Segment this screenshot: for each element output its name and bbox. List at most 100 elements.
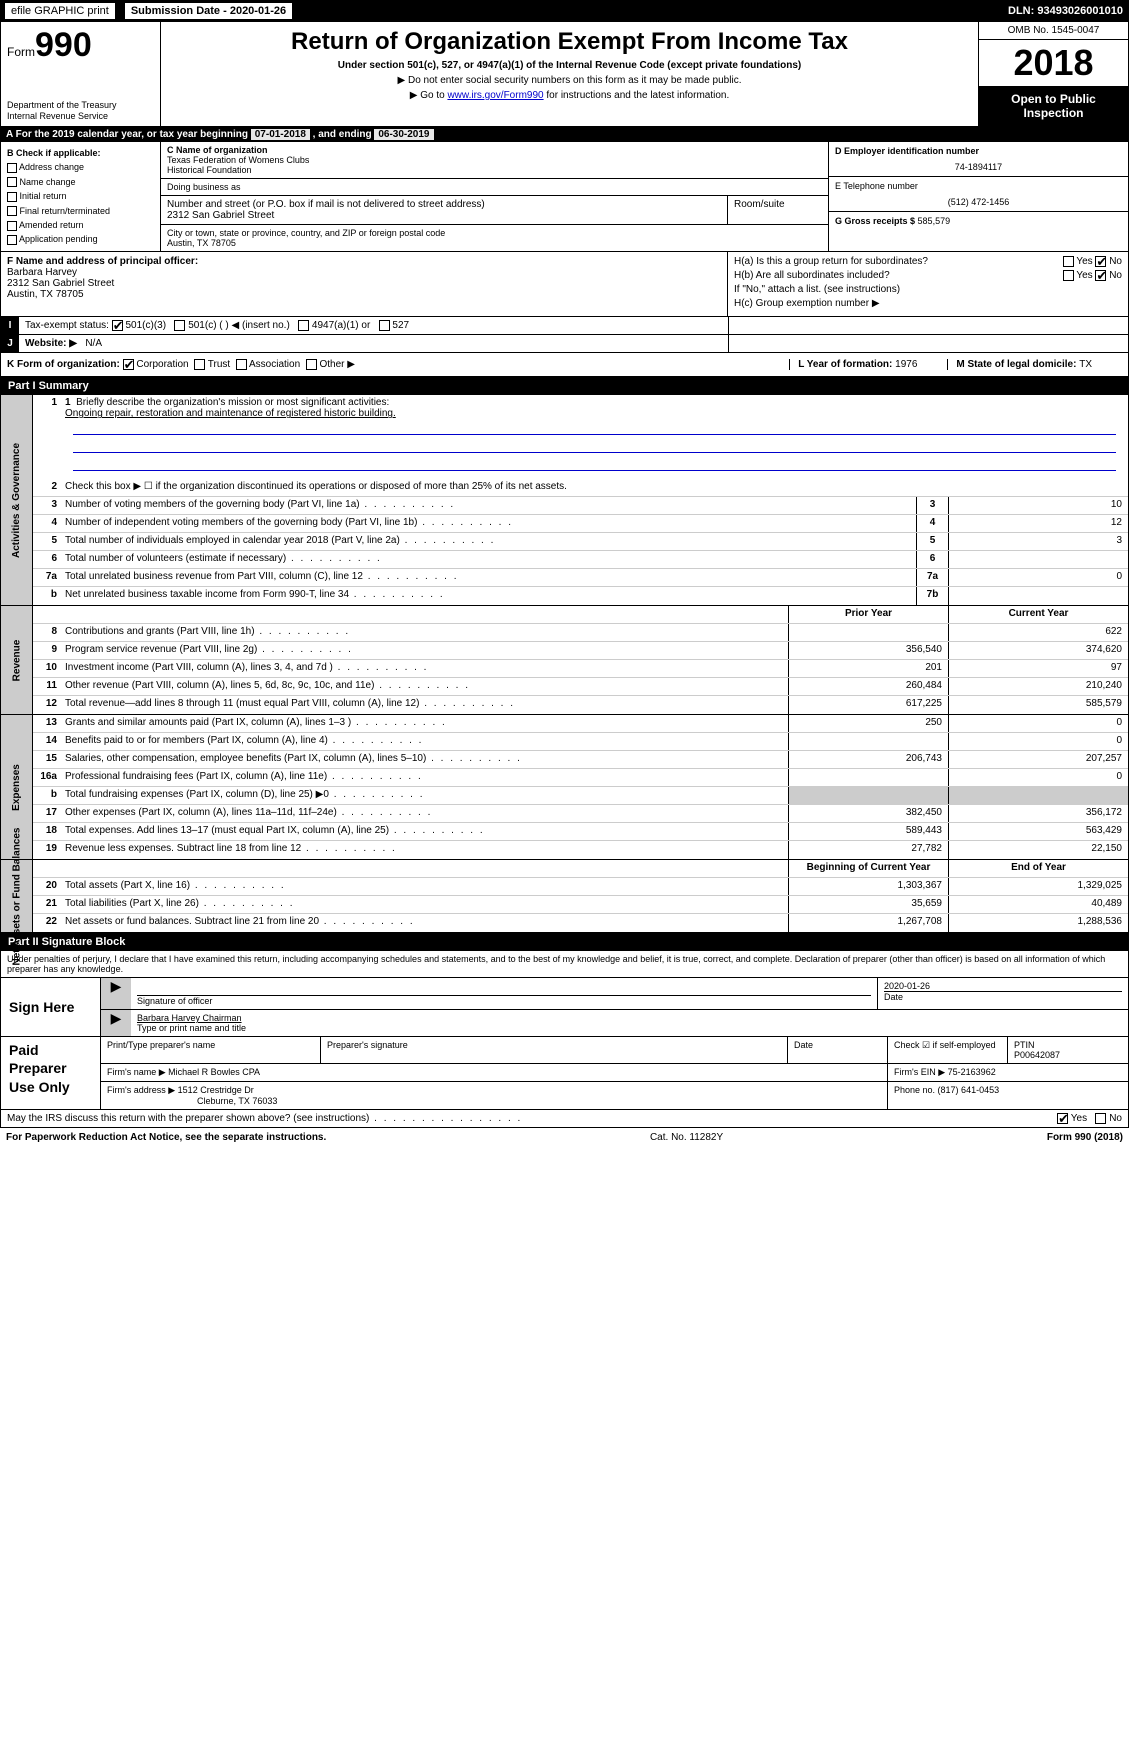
checkbox-icon[interactable] bbox=[298, 320, 309, 331]
checkbox-icon[interactable] bbox=[123, 359, 134, 370]
line-num: 13 bbox=[33, 715, 61, 732]
table-row: 14Benefits paid to or for members (Part … bbox=[33, 733, 1128, 751]
checkbox-icon[interactable] bbox=[306, 359, 317, 370]
discuss-row: May the IRS discuss this return with the… bbox=[0, 1110, 1129, 1128]
chk-name-change: Name change bbox=[7, 175, 154, 189]
form-990-page: efile GRAPHIC print Submission Date - 20… bbox=[0, 0, 1129, 1147]
no-label: No bbox=[1109, 1113, 1122, 1124]
m-value: TX bbox=[1079, 359, 1092, 370]
officer-addr2: Austin, TX 78705 bbox=[7, 289, 721, 300]
line-desc: Total number of individuals employed in … bbox=[61, 533, 916, 550]
checkbox-icon[interactable] bbox=[379, 320, 390, 331]
table-row: 15Salaries, other compensation, employee… bbox=[33, 751, 1128, 769]
omb-number: OMB No. 1545-0047 bbox=[979, 22, 1128, 40]
checkbox-icon[interactable] bbox=[7, 235, 17, 245]
lbl-pending: Application pending bbox=[19, 234, 98, 244]
line-num: 19 bbox=[33, 841, 61, 859]
row-a-label: A For the 2019 calendar year, or tax yea… bbox=[6, 129, 251, 140]
prior-year-value bbox=[788, 769, 948, 786]
table-row: bNet unrelated business taxable income f… bbox=[33, 587, 1128, 605]
section-i: I Tax-exempt status: 501(c)(3) 501(c) ( … bbox=[0, 317, 1129, 335]
checkbox-icon[interactable] bbox=[7, 206, 17, 216]
ein-value: 74-1894117 bbox=[835, 162, 1122, 172]
firm-ein-label: Firm's EIN ▶ bbox=[894, 1067, 945, 1077]
city-value: Austin, TX 78705 bbox=[167, 238, 822, 248]
checkbox-icon[interactable] bbox=[174, 320, 185, 331]
col-print-name: Print/Type preparer's name bbox=[101, 1037, 321, 1063]
line-value: 0 bbox=[948, 569, 1128, 586]
irs-link[interactable]: www.irs.gov/Form990 bbox=[447, 90, 543, 101]
current-year-value: 40,489 bbox=[948, 896, 1128, 913]
opt-association: Association bbox=[249, 359, 300, 370]
checkbox-icon[interactable] bbox=[1057, 1113, 1068, 1124]
line-num: 22 bbox=[33, 914, 61, 932]
sign-here-block: Sign Here ▶ Signature of officer 2020-01… bbox=[0, 978, 1129, 1037]
line2-desc: Check this box ▶ ☐ if the organization d… bbox=[61, 479, 1128, 496]
top-bar: efile GRAPHIC print Submission Date - 20… bbox=[0, 0, 1129, 22]
l-label: L Year of formation: bbox=[798, 359, 895, 370]
chk-amended: Amended return bbox=[7, 218, 154, 232]
table-row: 5Total number of individuals employed in… bbox=[33, 533, 1128, 551]
row-a-calendar-year: A For the 2019 calendar year, or tax yea… bbox=[0, 127, 1129, 142]
tax-exempt-status: Tax-exempt status: 501(c)(3) 501(c) ( ) … bbox=[19, 317, 728, 334]
footer: For Paperwork Reduction Act Notice, see … bbox=[0, 1128, 1129, 1147]
officer-name: Barbara Harvey bbox=[7, 267, 721, 278]
checkbox-icon[interactable] bbox=[1095, 270, 1106, 281]
l-value: 1976 bbox=[895, 359, 917, 370]
checkbox-icon[interactable] bbox=[7, 177, 17, 187]
table-row: bTotal fundraising expenses (Part IX, co… bbox=[33, 787, 1128, 805]
line-desc: Number of voting members of the governin… bbox=[61, 497, 916, 514]
line-desc: Grants and similar amounts paid (Part IX… bbox=[61, 715, 788, 732]
checkbox-icon[interactable] bbox=[194, 359, 205, 370]
checkbox-icon[interactable] bbox=[7, 221, 17, 231]
line-box: 3 bbox=[916, 497, 948, 514]
checkbox-icon[interactable] bbox=[1063, 270, 1074, 281]
checkbox-icon[interactable] bbox=[236, 359, 247, 370]
line-num: 12 bbox=[33, 696, 61, 714]
line-num: 1 bbox=[33, 395, 61, 479]
prior-year-value: 27,782 bbox=[788, 841, 948, 859]
prior-year-value: 356,540 bbox=[788, 642, 948, 659]
section-b: B Check if applicable: Address change Na… bbox=[1, 142, 161, 251]
checkbox-icon[interactable] bbox=[1095, 256, 1106, 267]
k-label: K Form of organization: bbox=[7, 359, 120, 370]
ein-label: D Employer identification number bbox=[835, 146, 1122, 156]
prior-year-value: 382,450 bbox=[788, 805, 948, 822]
mission-text: Ongoing repair, restoration and maintena… bbox=[65, 408, 396, 419]
current-year-value: 210,240 bbox=[948, 678, 1128, 695]
paid-preparer-block: Paid Preparer Use Only Print/Type prepar… bbox=[0, 1037, 1129, 1110]
org-name-1: Texas Federation of Womens Clubs bbox=[167, 155, 822, 165]
firm-addr-label: Firm's address ▶ bbox=[107, 1085, 175, 1095]
prior-year-value: 1,267,708 bbox=[788, 914, 948, 932]
prior-year-value: 260,484 bbox=[788, 678, 948, 695]
ptin-cell: PTIN P00642087 bbox=[1008, 1037, 1128, 1063]
lbl-amended: Amended return bbox=[19, 220, 84, 230]
checkbox-icon[interactable] bbox=[7, 192, 17, 202]
checkbox-icon[interactable] bbox=[7, 163, 17, 173]
note2-pre: ▶ Go to bbox=[410, 90, 448, 101]
line-desc: Total liabilities (Part X, line 26) bbox=[61, 896, 788, 913]
table-row: 17Other expenses (Part IX, column (A), l… bbox=[33, 805, 1128, 823]
label-text: Expenses bbox=[11, 764, 22, 811]
line-num: 4 bbox=[33, 515, 61, 532]
checkbox-icon[interactable] bbox=[1095, 1113, 1106, 1124]
line-desc: Total expenses. Add lines 13–17 (must eq… bbox=[61, 823, 788, 840]
checkbox-icon[interactable] bbox=[112, 320, 123, 331]
line-box: 7a bbox=[916, 569, 948, 586]
ptin-label: PTIN bbox=[1014, 1040, 1035, 1050]
section-l: L Year of formation: 1976 bbox=[789, 359, 917, 370]
form-990-num: 990 bbox=[35, 26, 92, 64]
yes-label: Yes bbox=[1076, 270, 1092, 281]
line-num: 7a bbox=[33, 569, 61, 586]
checkbox-icon[interactable] bbox=[1063, 256, 1074, 267]
tax-year: 2018 bbox=[979, 40, 1128, 86]
officer-label: F Name and address of principal officer: bbox=[7, 256, 721, 267]
blank-line bbox=[73, 457, 1116, 471]
link-note: ▶ Go to www.irs.gov/Form990 for instruct… bbox=[171, 90, 968, 101]
firm-name-cell: Firm's name ▶ Michael R Bowles CPA bbox=[101, 1064, 888, 1081]
line-box: 7b bbox=[916, 587, 948, 605]
sig-officer-cell: Signature of officer bbox=[131, 978, 878, 1009]
section-d: D Employer identification number 74-1894… bbox=[829, 142, 1128, 177]
line-desc: Other expenses (Part IX, column (A), lin… bbox=[61, 805, 788, 822]
header-title-block: Return of Organization Exempt From Incom… bbox=[161, 22, 978, 126]
